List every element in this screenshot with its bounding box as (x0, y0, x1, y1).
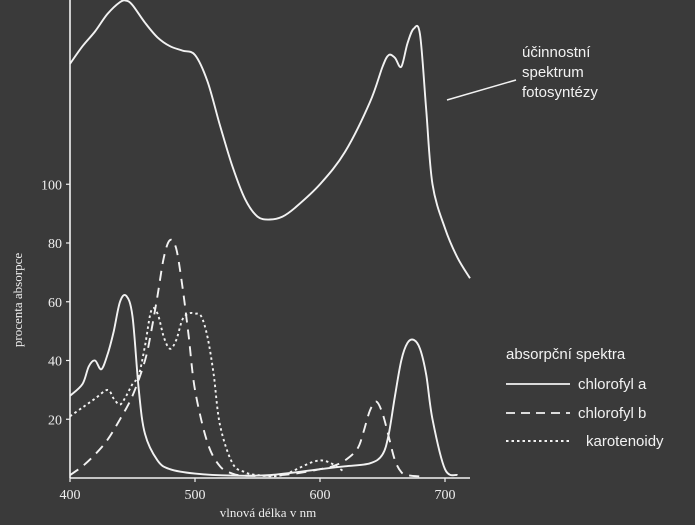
legend-label-chlorofyl-a: chlorofyl a (578, 376, 647, 393)
x-ticks: 400 500 600 700 (60, 478, 456, 503)
series-group (69, 0, 471, 478)
x-tick-label: 400 (60, 488, 81, 503)
y-axis-label: procenta absorpce (10, 253, 25, 347)
y-tick-label: 20 (48, 413, 62, 428)
series-line-karotenoidy (69, 307, 346, 478)
y-tick-label: 60 (48, 296, 62, 311)
y-tick-label: 80 (48, 237, 62, 252)
annotation-line-1: účinnostní (522, 44, 591, 61)
legend-label-karotenoidy: karotenoidy (586, 433, 664, 450)
legend-label-chlorofyl-b: chlorofyl b (578, 405, 646, 422)
annotation-line-2: spektrum (522, 64, 584, 81)
series-line-chlorofyl-a (69, 294, 458, 477)
x-axis-label: vlnová délka v nm (220, 505, 316, 520)
x-tick-label: 500 (185, 488, 206, 503)
series-line-ucinnostni-spektrum-fotosyntezy (69, 0, 471, 279)
x-tick-label: 600 (310, 488, 331, 503)
legend-title: absorpční spektra (506, 346, 626, 363)
annotation-pointer (446, 79, 517, 101)
y-tick-label: 100 (41, 178, 62, 193)
series-line-chlorofyl-b (69, 238, 421, 478)
annotation-line-3: fotosyntézy (522, 84, 598, 101)
y-tick-label: 40 (48, 355, 62, 370)
x-tick-label: 700 (435, 488, 456, 503)
y-ticks: 20 40 60 80 100 (41, 178, 70, 428)
